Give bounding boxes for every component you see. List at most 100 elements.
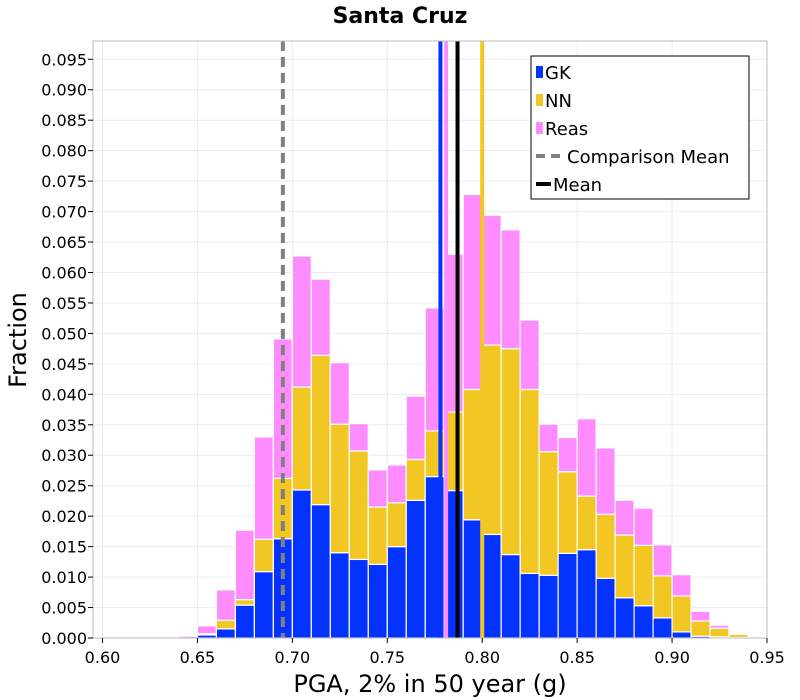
y-tick-label: 0.030 — [41, 446, 87, 465]
legend-label-reas: Reas — [545, 119, 588, 140]
bar-reas — [253, 436, 274, 540]
bar-gk — [215, 628, 236, 639]
bar-reas — [709, 624, 730, 629]
y-tick-label: 0.000 — [41, 629, 87, 648]
bar-gk — [557, 552, 578, 639]
bar-gk — [329, 552, 350, 639]
bar-nn — [386, 502, 407, 548]
bar-nn — [462, 388, 483, 521]
x-tick-label: 0.60 — [85, 648, 121, 667]
bar-gk — [595, 577, 616, 639]
legend-label-comparison-mean: Comparison Mean — [567, 147, 730, 168]
y-tick-label: 0.015 — [41, 538, 87, 557]
y-axis-ticks: 0.000 0.005 0.010 0.015 0.020 0.025 0.030 0.035… — [41, 50, 93, 648]
x-tick-label: 0.70 — [275, 648, 311, 667]
bar-gk — [405, 499, 426, 639]
bar-nn — [576, 495, 597, 551]
bars — [158, 193, 768, 639]
bar-nn — [671, 595, 692, 633]
y-tick-label: 0.050 — [41, 324, 87, 343]
bar-nn — [557, 471, 578, 554]
bar-gk — [253, 570, 274, 639]
bar-reas — [310, 278, 331, 356]
y-tick-label: 0.005 — [41, 599, 87, 618]
legend-box — [530, 55, 750, 200]
bar-reas — [538, 423, 559, 453]
y-tick-label: 0.075 — [41, 172, 87, 191]
bar-gk — [367, 563, 388, 639]
bar-gk — [633, 605, 654, 639]
bar-nn — [348, 450, 369, 561]
bar-gk — [310, 503, 331, 639]
y-tick-label: 0.020 — [41, 507, 87, 526]
x-tick-label: 0.80 — [464, 648, 500, 667]
bar-reas — [633, 507, 654, 547]
y-axis-label: Fraction — [4, 292, 32, 388]
bar-reas — [500, 229, 521, 350]
bar-nn — [728, 633, 749, 638]
x-tick-label: 0.75 — [369, 648, 405, 667]
y-tick-label: 0.065 — [41, 233, 87, 252]
bar-gk — [386, 546, 407, 639]
bar-reas — [671, 574, 692, 597]
legend-swatch-reas — [536, 122, 543, 134]
bar-nn — [291, 386, 312, 491]
x-tick-label: 0.85 — [559, 648, 595, 667]
y-tick-label: 0.070 — [41, 203, 87, 222]
bar-reas — [595, 447, 616, 515]
y-tick-label: 0.080 — [41, 142, 87, 161]
bar-nn — [329, 423, 350, 554]
bar-gk — [538, 574, 559, 639]
bar-nn — [215, 619, 236, 630]
mean-lines — [280, 41, 485, 638]
x-axis-ticks: 0.60 0.65 0.70 0.75 0.80 0.85 0.90 0.95 — [85, 638, 785, 667]
bar-gk — [481, 533, 502, 639]
bar-reas — [405, 395, 426, 461]
bar-gk — [500, 553, 521, 639]
bar-nn — [405, 458, 426, 501]
bar-reas — [481, 214, 502, 346]
bar-gk — [462, 519, 483, 639]
bar-reas — [215, 589, 236, 621]
bar-reas — [234, 529, 255, 601]
bar-reas — [519, 319, 540, 391]
bar-nn — [367, 506, 388, 565]
legend-label-nn: NN — [545, 91, 572, 112]
bar-nn — [709, 627, 730, 638]
bar-nn — [652, 575, 673, 619]
x-tick-label: 0.95 — [749, 648, 785, 667]
bar-gk — [671, 631, 692, 639]
bar-nn — [519, 388, 540, 575]
bar-gk — [291, 489, 312, 639]
bar-reas — [386, 464, 407, 504]
bar-reas — [614, 499, 635, 536]
bar-nn — [633, 544, 654, 607]
bar-reas — [462, 193, 483, 391]
y-tick-label: 0.060 — [41, 263, 87, 282]
x-axis-label: PGA, 2% in 50 year (g) — [293, 670, 566, 698]
legend-swatch-gk — [536, 66, 543, 78]
bar-gk — [652, 617, 673, 639]
bar-nn — [690, 620, 711, 637]
chart-title: Santa Cruz — [333, 4, 468, 29]
y-tick-label: 0.055 — [41, 294, 87, 313]
y-tick-label: 0.045 — [41, 355, 87, 374]
bar-reas — [690, 610, 711, 622]
bar-gk — [519, 572, 540, 639]
y-tick-label: 0.095 — [41, 50, 87, 69]
plot-frame — [92, 40, 768, 639]
y-tick-label: 0.035 — [41, 416, 87, 435]
bar-reas — [367, 469, 388, 508]
legend-swatch-nn — [536, 94, 543, 106]
y-tick-label: 0.085 — [41, 111, 87, 130]
bar-nn — [500, 348, 521, 556]
bar-gk — [614, 597, 635, 639]
y-tick-label: 0.010 — [41, 568, 87, 587]
bar-reas — [348, 422, 369, 452]
y-tick-label: 0.040 — [41, 385, 87, 404]
bar-nn — [234, 599, 255, 606]
legend-label-mean: Mean — [553, 175, 602, 196]
bar-reas — [652, 544, 673, 577]
bar-nn — [481, 344, 502, 536]
